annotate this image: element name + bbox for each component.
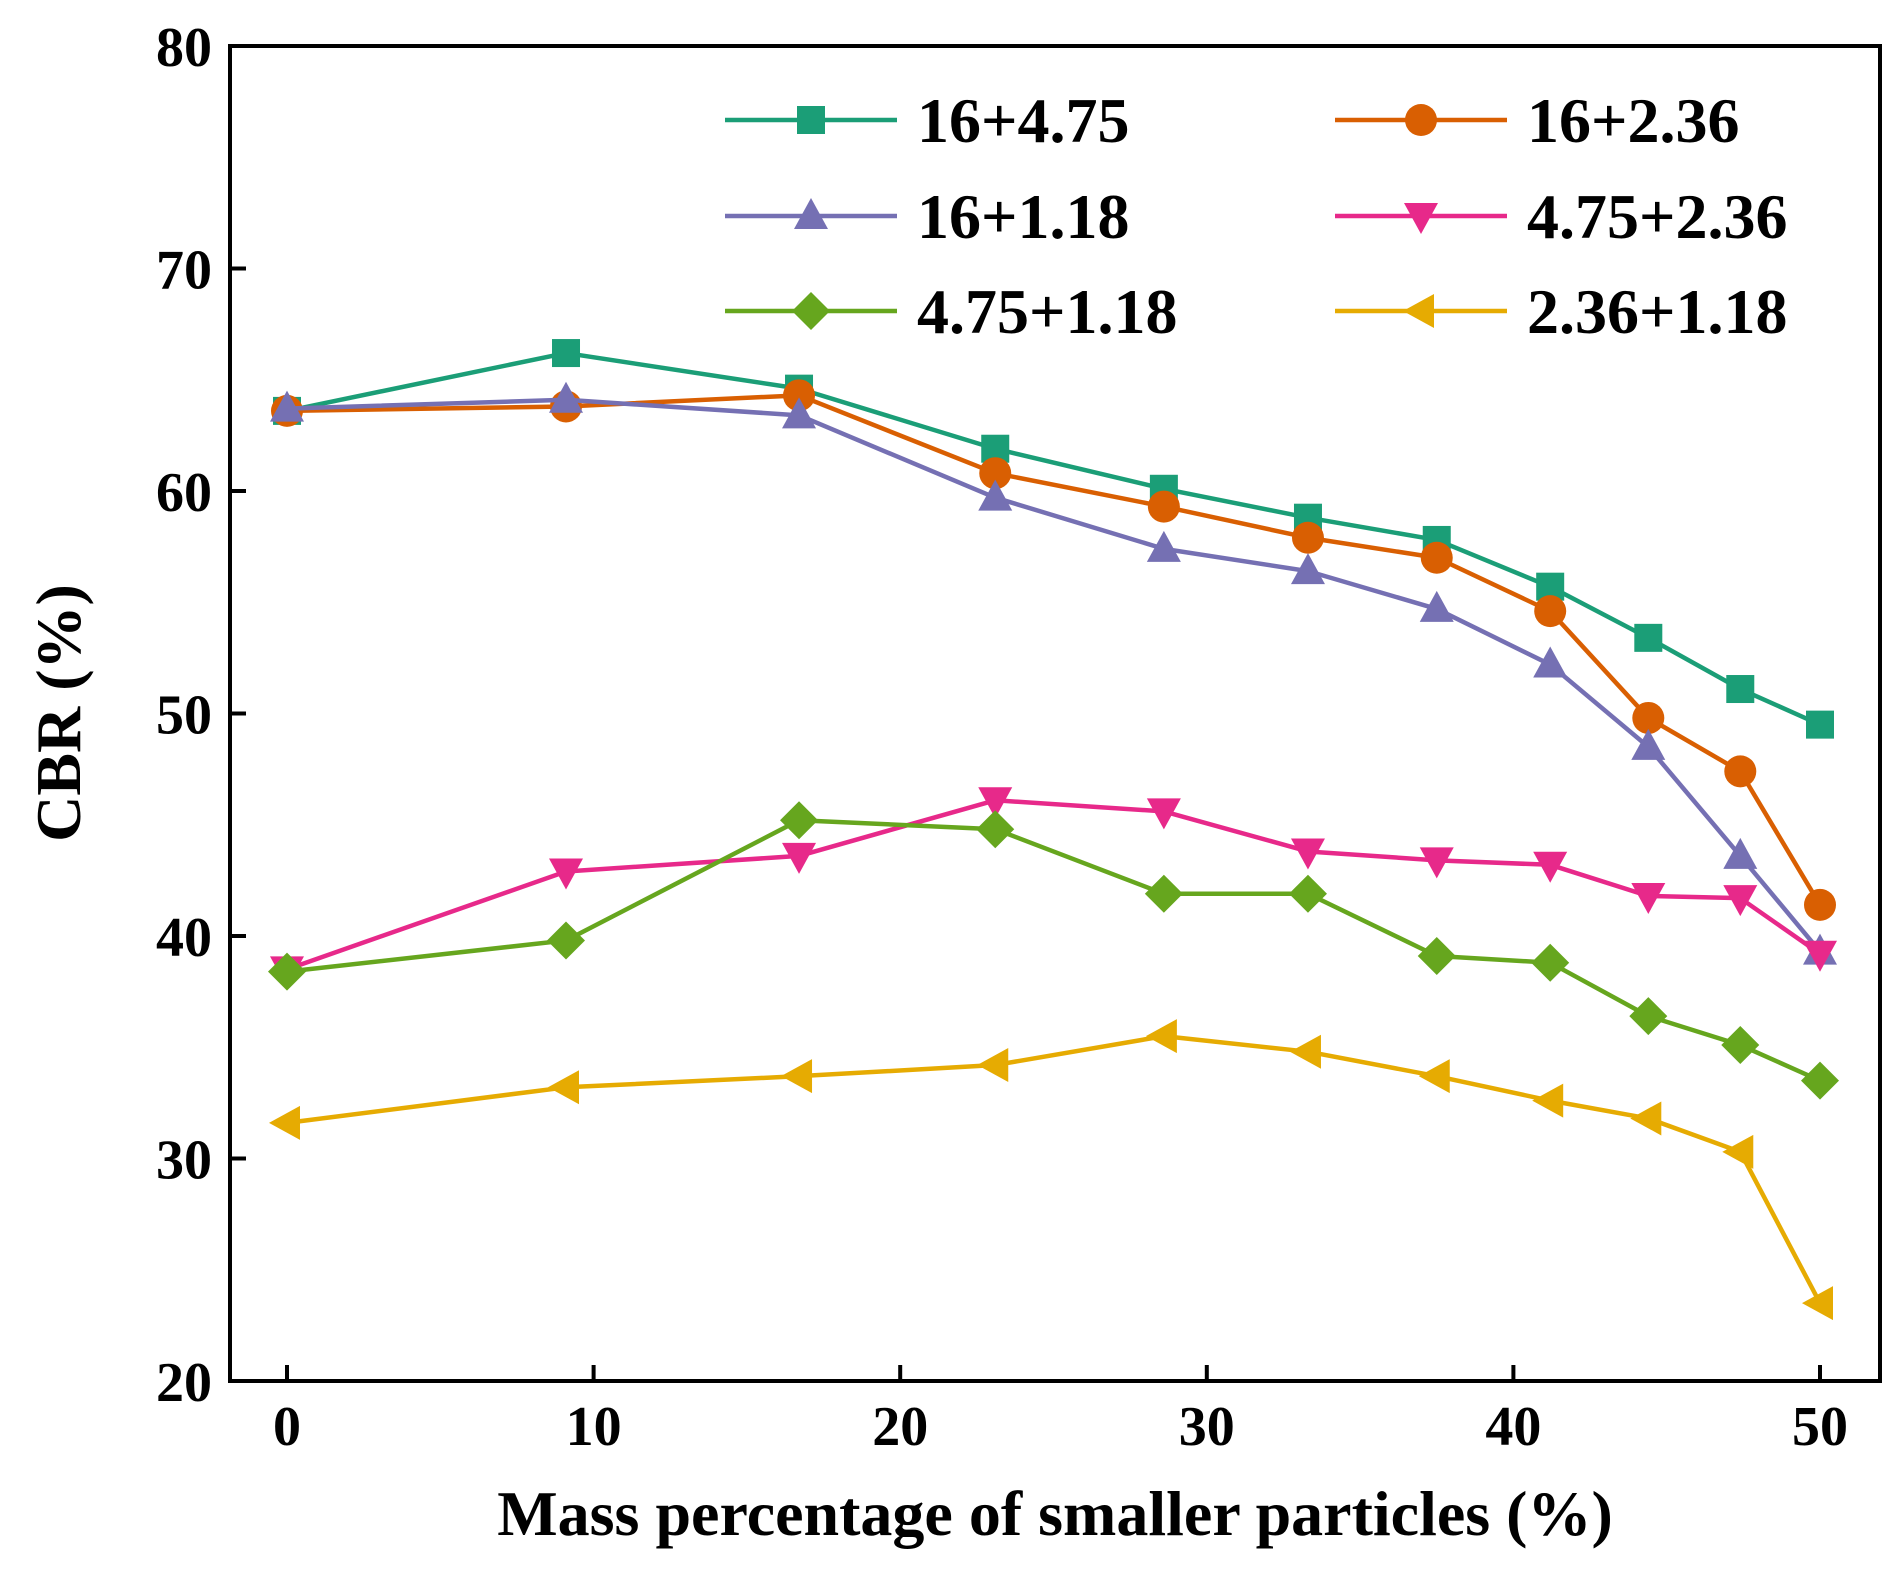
legend-item: 16+1.18: [725, 181, 1129, 252]
data-point: [1806, 710, 1834, 739]
legend-label: 2.36+1.18: [1527, 276, 1787, 347]
y-tick-label: 40: [156, 907, 212, 969]
data-point: [1417, 937, 1456, 976]
legend: 16+4.75 16+2.36 16+1.18 4.75+2.36 4.75+1.18 2…: [725, 85, 1787, 347]
data-point: [1533, 851, 1568, 883]
series-layer: [268, 339, 1839, 1321]
x-tick-label: 20: [872, 1396, 928, 1458]
data-point: [552, 339, 581, 368]
data-point: [1629, 997, 1668, 1036]
legend-marker: [792, 292, 830, 330]
y-tick-label: 30: [156, 1130, 212, 1192]
data-point: [783, 379, 816, 412]
legend-item: 4.75+2.36: [1335, 181, 1787, 252]
legend-item: 16+2.36: [1335, 85, 1739, 156]
legend-marker: [794, 198, 828, 229]
series-2.36+1.18: [269, 1019, 1833, 1321]
data-point: [1631, 882, 1666, 914]
data-point: [1801, 1061, 1839, 1100]
data-point: [1632, 701, 1665, 734]
data-point: [548, 1070, 580, 1105]
data-point: [1804, 888, 1836, 921]
data-point: [781, 1059, 813, 1094]
y-tick-label: 50: [156, 685, 212, 747]
series-4.75+1.18: [268, 801, 1839, 1100]
data-point: [782, 397, 817, 429]
data-point: [1419, 590, 1454, 622]
y-tick-label: 80: [156, 17, 212, 79]
data-point: [1723, 885, 1758, 917]
legend-item: 2.36+1.18: [1335, 276, 1787, 347]
y-axis-title: CBR (%): [23, 584, 94, 842]
legend-item: 4.75+1.18: [725, 276, 1177, 347]
data-point: [1144, 874, 1183, 913]
data-point: [1420, 541, 1453, 574]
y-tick-label: 70: [156, 240, 212, 302]
legend-marker: [1403, 294, 1434, 328]
y-tick-label: 20: [156, 1352, 212, 1414]
data-point: [1289, 1034, 1321, 1069]
data-point: [549, 858, 584, 890]
data-point: [979, 457, 1012, 490]
legend-marker: [797, 106, 825, 134]
x-tick-label: 40: [1485, 1396, 1541, 1458]
data-point: [1145, 1019, 1177, 1054]
data-point: [1418, 1059, 1450, 1094]
data-point: [977, 1048, 1009, 1083]
x-tick-label: 10: [566, 1396, 622, 1458]
data-point: [1146, 798, 1181, 830]
x-tick-label: 30: [1179, 1396, 1235, 1458]
legend-marker: [1405, 104, 1437, 136]
data-point: [1722, 1134, 1754, 1169]
data-point: [1802, 1286, 1833, 1321]
legend-label: 16+4.75: [917, 85, 1129, 156]
data-point: [1534, 595, 1567, 628]
data-point: [1723, 837, 1758, 869]
legend-label: 4.75+1.18: [917, 276, 1177, 347]
data-point: [1803, 940, 1837, 972]
data-point: [1724, 755, 1757, 788]
data-point: [549, 381, 584, 413]
data-point: [1533, 646, 1568, 678]
data-point: [1288, 874, 1327, 913]
legend-item: 16+4.75: [725, 85, 1129, 156]
data-point: [1290, 553, 1325, 585]
data-point: [1146, 530, 1181, 562]
data-point: [978, 479, 1013, 511]
legend-label: 16+2.36: [1527, 85, 1739, 156]
data-point: [1290, 838, 1325, 870]
data-point: [1631, 728, 1666, 760]
legend-marker: [1404, 203, 1438, 234]
data-point: [269, 1105, 300, 1140]
x-tick-label: 0: [273, 1396, 301, 1458]
data-point: [547, 921, 586, 960]
data-point: [782, 842, 817, 874]
series-16+2.36: [271, 379, 1836, 921]
x-tick-label: 50: [1792, 1396, 1848, 1458]
data-point: [1721, 1026, 1760, 1065]
data-point: [1532, 1083, 1564, 1118]
data-point: [270, 390, 304, 422]
data-point: [1419, 847, 1454, 879]
data-point: [976, 810, 1015, 849]
data-point: [1634, 623, 1663, 652]
legend-label: 16+1.18: [917, 181, 1129, 252]
data-point: [1147, 490, 1180, 523]
data-point: [1726, 675, 1755, 704]
data-point: [268, 952, 306, 991]
data-point: [1291, 521, 1324, 554]
y-tick-label: 60: [156, 462, 212, 524]
legend-label: 4.75+2.36: [1527, 181, 1787, 252]
series-16+1.18: [270, 381, 1837, 965]
x-axis-title: Mass percentage of smaller particles (%): [497, 1478, 1613, 1549]
data-point: [1630, 1101, 1662, 1136]
axis-ticks: 0 10 20 30 40 50 20 30 40 50 60 70 80: [156, 17, 1848, 1458]
data-point: [1531, 943, 1570, 982]
data-point: [780, 801, 819, 840]
data-point: [978, 787, 1013, 819]
